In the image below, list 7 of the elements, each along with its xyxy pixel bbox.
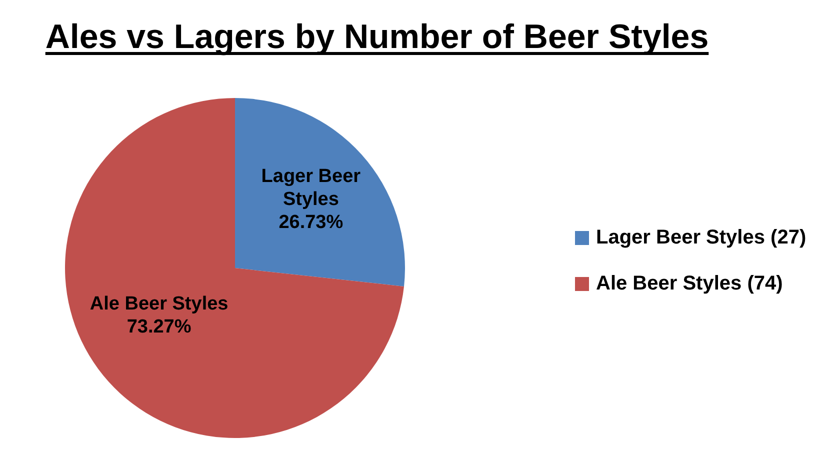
data-label: Lager Beer Styles 26.73% [261,166,362,233]
data-label: Ale Beer Styles 73.27% [90,294,228,338]
legend-label: Lager Beer Styles (27) [596,226,806,248]
legend-label: Ale Beer Styles (74) [596,272,783,294]
pie-slice [65,98,404,438]
chart-title: Ales vs Lagers by Number of Beer Styles [45,18,709,56]
pie-slice [235,98,405,286]
